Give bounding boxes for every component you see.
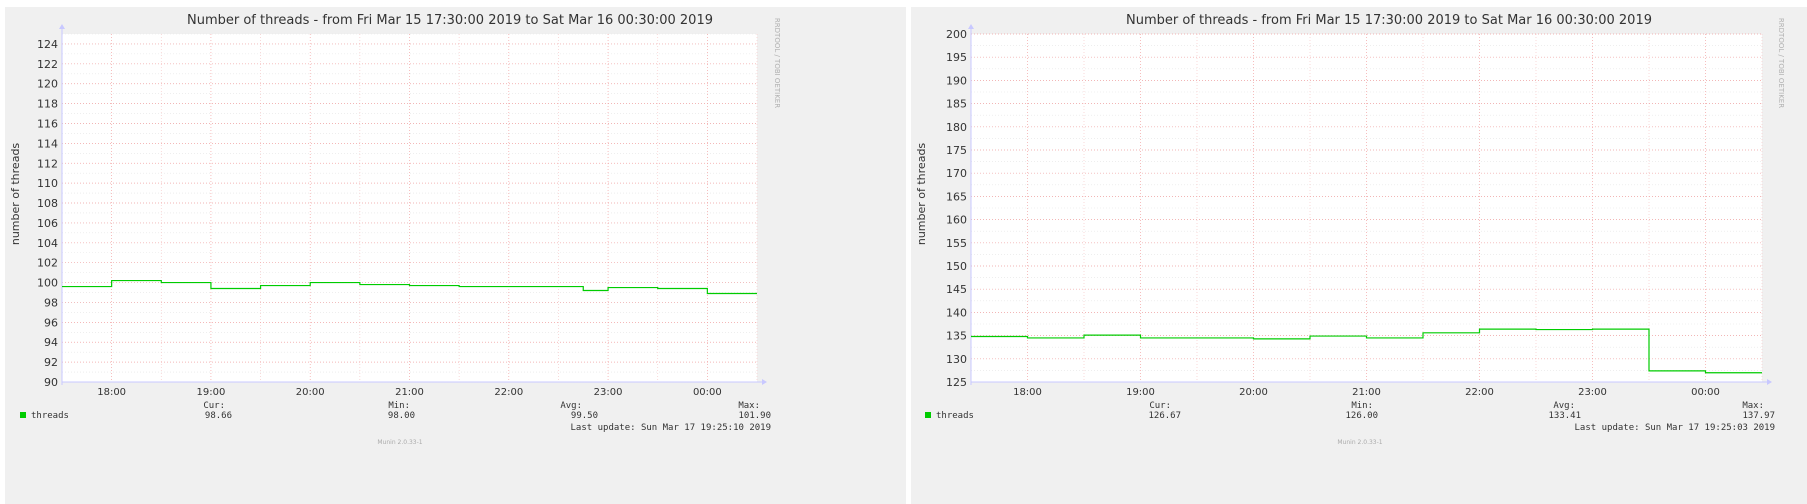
y-tick-label: 94 bbox=[44, 336, 58, 349]
y-axis-label: number of threads bbox=[915, 143, 928, 246]
plot-area: 90 92 94 96 98 100 102 104 106 108 110 112 114 116 118… bbox=[37, 24, 767, 398]
y-tick-label: 106 bbox=[37, 217, 58, 230]
y-tick-label: 125 bbox=[946, 376, 967, 389]
y-tick-label: 100 bbox=[37, 277, 58, 290]
y-tick-label: 114 bbox=[37, 137, 58, 150]
y-tick-label: 92 bbox=[44, 356, 58, 369]
legend-max-label: Max: bbox=[738, 401, 760, 411]
y-tick-label: 165 bbox=[946, 190, 967, 203]
legend-max-value: 101.90 bbox=[738, 411, 771, 421]
y-tick-label: 190 bbox=[946, 74, 967, 87]
x-tick-label: 23:00 bbox=[1578, 387, 1607, 398]
legend-avg-value: 133.41 bbox=[1548, 411, 1581, 421]
x-tick-label: 19:00 bbox=[1126, 387, 1155, 398]
x-tick-label: 20:00 bbox=[296, 387, 325, 398]
threads-chart-panel-1: Number of threads - from Fri Mar 15 17:3… bbox=[5, 7, 906, 504]
y-axis-arrow bbox=[59, 24, 65, 29]
x-tick-label: 23:00 bbox=[594, 387, 623, 398]
y-tick-label: 180 bbox=[946, 121, 967, 134]
y-axis-arrow bbox=[968, 24, 974, 29]
y-tick-label: 140 bbox=[946, 306, 967, 319]
legend-cur-label: Cur: bbox=[203, 401, 225, 411]
y-axis-label: number of threads bbox=[9, 143, 22, 246]
legend-max-label: Max: bbox=[1742, 401, 1764, 411]
legend-series-name: threads bbox=[936, 411, 974, 421]
y-tick-label: 122 bbox=[37, 58, 58, 71]
y-tick-label: 150 bbox=[946, 260, 967, 273]
legend-avg-value: 99.50 bbox=[571, 411, 598, 421]
y-tick-label: 135 bbox=[946, 330, 967, 343]
y-tick-label: 116 bbox=[37, 117, 58, 130]
plot-area: 125 130 135 140 145 150 155 160 165 170 175 180 185 1… bbox=[946, 24, 1772, 398]
y-tick-label: 160 bbox=[946, 214, 967, 227]
rrdtool-watermark: RRDTOOL / TOBI OETIKER bbox=[773, 18, 781, 108]
x-tick-label: 00:00 bbox=[693, 387, 722, 398]
y-tick-label: 185 bbox=[946, 98, 967, 111]
legend-avg-label: Avg: bbox=[1553, 401, 1575, 411]
last-update-text: Last update: Sun Mar 17 19:25:10 2019 bbox=[571, 423, 771, 433]
x-tick-label: 19:00 bbox=[197, 387, 226, 398]
y-tick-label: 90 bbox=[44, 376, 58, 389]
x-tick-label: 21:00 bbox=[1352, 387, 1381, 398]
threads-series-line bbox=[971, 328, 1762, 374]
threads-chart-1: Number of threads - from Fri Mar 15 17:3… bbox=[9, 13, 781, 446]
legend-avg-label: Avg: bbox=[560, 401, 582, 411]
chart-title: Number of threads - from Fri Mar 15 17:3… bbox=[1126, 13, 1652, 28]
y-tick-label: 98 bbox=[44, 296, 58, 309]
x-tick-label: 20:00 bbox=[1239, 387, 1268, 398]
legend-cur-value: 126.67 bbox=[1148, 411, 1181, 421]
legend-max-value: 137.97 bbox=[1742, 411, 1775, 421]
y-tick-label: 110 bbox=[37, 177, 58, 190]
munin-version: Munin 2.0.33-1 bbox=[1337, 439, 1382, 446]
x-axis-arrow bbox=[1767, 379, 1772, 385]
legend: threads Cur: 98.66 Min: 98.00 Avg: 99.50… bbox=[20, 401, 771, 433]
y-tick-label: 124 bbox=[37, 38, 58, 51]
y-tick-label: 120 bbox=[37, 78, 58, 91]
x-tick-label: 21:00 bbox=[395, 387, 424, 398]
last-update-text: Last update: Sun Mar 17 19:25:03 2019 bbox=[1575, 423, 1775, 433]
x-tick-label: 22:00 bbox=[494, 387, 523, 398]
y-tick-label: 104 bbox=[37, 237, 58, 250]
legend-swatch bbox=[20, 412, 26, 418]
legend-min-label: Min: bbox=[1351, 401, 1373, 411]
y-tick-label: 145 bbox=[946, 283, 967, 296]
legend-min-label: Min: bbox=[388, 401, 410, 411]
y-tick-label: 175 bbox=[946, 144, 967, 157]
legend-cur-value: 98.66 bbox=[205, 411, 232, 421]
y-tick-label: 155 bbox=[946, 237, 967, 250]
y-tick-label: 200 bbox=[946, 28, 967, 41]
legend-cur-label: Cur: bbox=[1149, 401, 1171, 411]
threads-series-line bbox=[62, 279, 757, 295]
chart-title: Number of threads - from Fri Mar 15 17:3… bbox=[187, 13, 713, 28]
x-axis-arrow bbox=[762, 379, 767, 385]
y-tick-label: 108 bbox=[37, 197, 58, 210]
legend-swatch bbox=[925, 412, 931, 418]
y-tick-label: 118 bbox=[37, 98, 58, 111]
y-tick-label: 102 bbox=[37, 257, 58, 270]
y-tick-label: 170 bbox=[946, 167, 967, 180]
legend-min-value: 98.00 bbox=[388, 411, 415, 421]
x-tick-label: 22:00 bbox=[1465, 387, 1494, 398]
y-tick-label: 195 bbox=[946, 51, 967, 64]
y-tick-label: 96 bbox=[44, 316, 58, 329]
threads-chart-2: Number of threads - from Fri Mar 15 17:3… bbox=[915, 13, 1785, 446]
y-tick-label: 130 bbox=[946, 353, 967, 366]
y-tick-label: 112 bbox=[37, 157, 58, 170]
x-tick-label: 18:00 bbox=[1013, 387, 1042, 398]
legend-min-value: 126.00 bbox=[1345, 411, 1378, 421]
x-tick-label: 00:00 bbox=[1691, 387, 1720, 398]
threads-chart-panel-2: Number of threads - from Fri Mar 15 17:3… bbox=[911, 7, 1807, 504]
x-tick-label: 18:00 bbox=[97, 387, 126, 398]
legend-series-name: threads bbox=[31, 411, 69, 421]
rrdtool-watermark: RRDTOOL / TOBI OETIKER bbox=[1777, 18, 1785, 108]
legend: threads Cur: 126.67 Min: 126.00 Avg: 133… bbox=[925, 401, 1775, 433]
munin-version: Munin 2.0.33-1 bbox=[377, 439, 422, 446]
